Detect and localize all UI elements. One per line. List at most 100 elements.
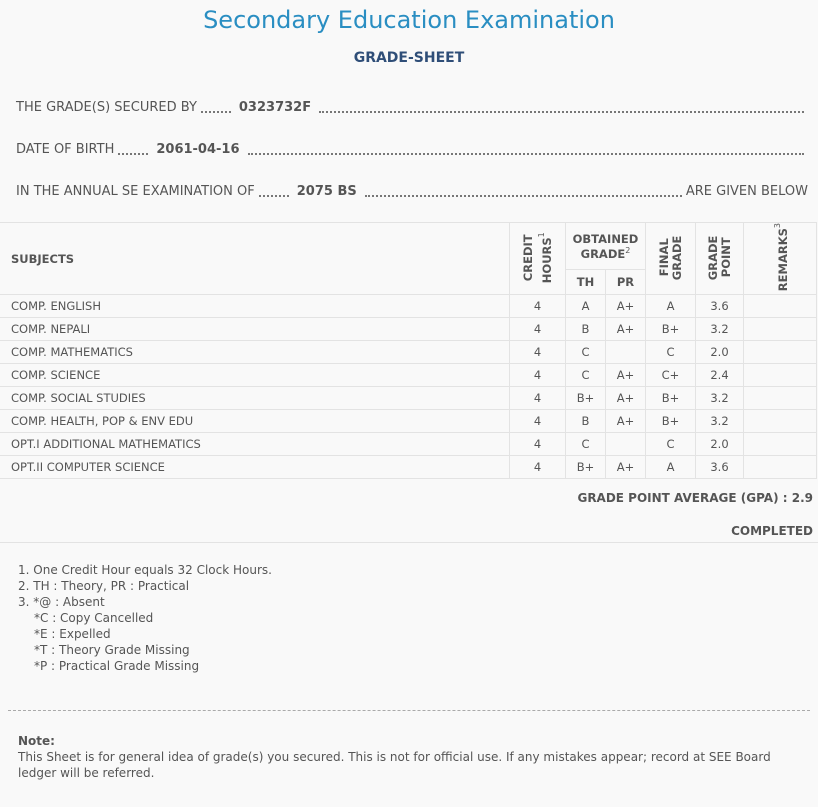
subject-cell: OPT.I ADDITIONAL MATHEMATICS [0,432,510,457]
grade-cell: B+ [565,386,606,411]
grade-cell: B [565,317,606,342]
grade-cell: B+ [645,317,696,342]
grade-cell: A+ [605,363,646,388]
remarks-cell [743,363,817,388]
remarks-cell [743,386,817,411]
grade-cell [605,432,646,457]
note-title: Note: [18,734,55,748]
grade-cell: B+ [645,386,696,411]
info-label: DATE OF BIRTH [16,142,115,157]
grade-cell: 4 [509,363,566,388]
grade-cell: 2.0 [695,432,744,457]
footnote: *T : Theory Grade Missing [34,643,190,657]
grade-sheet: Secondary Education Examination GRADE-SH… [0,6,818,781]
header-cell: SUBJECTS [0,221,510,296]
grade-cell: A+ [605,455,646,480]
footnote: *C : Copy Cancelled [34,611,154,625]
grade-cell: B [565,409,606,434]
footnotes: 1. One Credit Hour equals 32 Clock Hours… [18,562,272,674]
footnote: 1. One Credit Hour equals 32 Clock Hours… [18,563,272,577]
divider [8,710,810,711]
header-text: REMARKS [775,228,790,292]
grade-cell: 4 [509,409,566,434]
remarks-cell [743,432,817,457]
table-row: OPT.I ADDITIONAL MATHEMATICS 4 C C 2.0 [0,432,817,457]
table-body: COMP. ENGLISH 4 A A+ A 3.6 COMP. NEPALI 4 B A+ B+ 3… [0,294,817,480]
table-row: COMP. MATHEMATICS 4 C C 2.0 [0,340,817,365]
grade-cell: C [645,432,696,457]
footnote-ref: 2 [625,245,631,255]
grade-cell: A [565,294,606,319]
grade-cell: A+ [605,294,646,319]
grade-cell: 4 [509,386,566,411]
footnote-ref: 1 [536,231,546,237]
remarks-cell [743,340,817,365]
info-value: 2061-04-16 [156,142,240,157]
grade-cell: 3.2 [695,409,744,434]
info-value: 2075 BS [296,184,357,199]
grade-cell: B+ [565,455,606,480]
grade-cell: A+ [605,317,646,342]
header-cell: GRADE POINT [695,221,744,296]
grade-cell: 3.6 [695,455,744,480]
grade-cell: 2.4 [695,363,744,388]
grade-cell: 3.6 [695,294,744,319]
footnote: 2. TH : Theory, PR : Practical [18,579,190,593]
info-label: IN THE ANNUAL SE EXAMINATION OF [16,184,255,199]
grade-cell: A [645,294,696,319]
grade-cell: 4 [509,317,566,342]
subject-cell: COMP. SOCIAL STUDIES [0,386,510,411]
table-row: COMP. HEALTH, POP & ENV EDU 4 B A+ B+ 3.2 [0,409,817,434]
grade-cell: C [645,340,696,365]
grade-cell: C [565,363,606,388]
info-value: 0323732F [238,100,312,115]
grade-cell: A [645,455,696,480]
grade-table: SUBJECTS CREDIT HOURS1 OBTAINED GRADE2 F… [0,221,817,480]
header-text: CREDIT HOURS [520,233,554,283]
note-text: This Sheet is for general idea of grade(… [18,750,771,780]
header-cell: REMARKS3 [743,221,817,296]
grade-cell: 4 [509,455,566,480]
subject-cell: COMP. NEPALI [0,317,510,342]
header-text: OBTAINED GRADE [572,231,639,261]
note: Note: This Sheet is for general idea of … [18,733,798,781]
remarks-cell [743,317,817,342]
info-line: DATE OF BIRTH 2061-04-16 [16,142,808,157]
gpa-label: GRADE POINT AVERAGE (GPA) : [577,491,788,505]
divider [0,542,818,543]
gpa: GRADE POINT AVERAGE (GPA) : 2.9 [577,491,813,505]
table-row: OPT.II COMPUTER SCIENCE 4 B+ A+ A 3.6 [0,455,817,480]
subject-cell: OPT.II COMPUTER SCIENCE [0,455,510,480]
header-cell: OBTAINED GRADE2 [565,221,646,271]
table-row: COMP. NEPALI 4 B A+ B+ 3.2 [0,317,817,342]
header-cell: CREDIT HOURS1 [509,221,566,296]
title: Secondary Education Examination [203,6,615,34]
table-row: COMP. ENGLISH 4 A A+ A 3.6 [0,294,817,319]
subject-cell: COMP. MATHEMATICS [0,340,510,365]
info-line: IN THE ANNUAL SE EXAMINATION OF 2075 BS … [16,184,808,199]
grade-cell: C [565,340,606,365]
remarks-cell [743,294,817,319]
status: COMPLETED [731,524,813,538]
header-cell: FINAL GRADE [645,221,696,296]
grade-cell: 4 [509,432,566,457]
footnote: 3. *@ : Absent [18,595,105,609]
header-cell: PR [605,269,646,296]
footnote: *E : Expelled [34,627,111,641]
grade-cell: B+ [645,409,696,434]
table-row: COMP. SOCIAL STUDIES 4 B+ A+ B+ 3.2 [0,386,817,411]
grade-cell [605,340,646,365]
grade-cell: 3.2 [695,386,744,411]
grade-cell: 4 [509,294,566,319]
grade-cell: 2.0 [695,340,744,365]
table-row: COMP. SCIENCE 4 C A+ C+ 2.4 [0,363,817,388]
header-text: GRADE POINT [705,234,733,280]
header-text: FINAL GRADE [656,234,684,280]
grade-cell: 3.2 [695,317,744,342]
gpa-value: 2.9 [791,491,813,505]
grade-cell: A+ [605,409,646,434]
subject-cell: COMP. SCIENCE [0,363,510,388]
subject-cell: COMP. HEALTH, POP & ENV EDU [0,409,510,434]
info-suffix: ARE GIVEN BELOW [685,184,808,199]
subject-cell: COMP. ENGLISH [0,294,510,319]
